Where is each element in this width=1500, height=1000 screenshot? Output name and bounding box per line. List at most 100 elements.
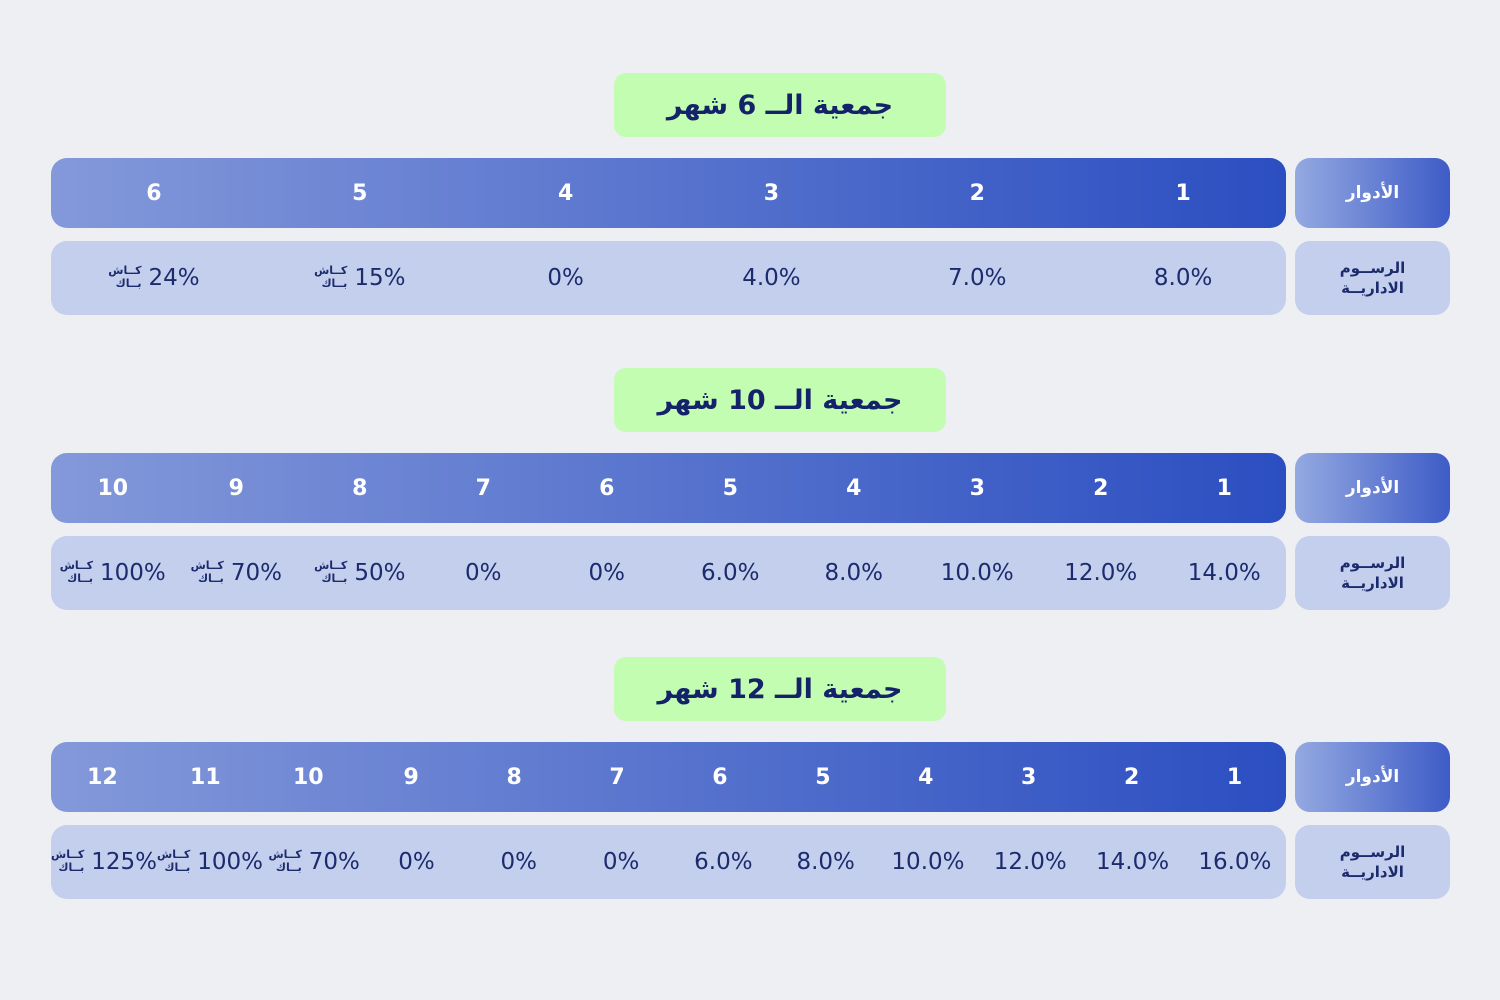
role-number-cell: 7 (609, 764, 625, 790)
role-number-cell: 8 (352, 475, 368, 501)
fee-value-cell: 14.0% (1187, 560, 1261, 586)
role-number-cell: 6 (146, 180, 162, 206)
fees-header-label: الرســوم الاداريــة (1340, 553, 1406, 594)
cashback-percentage: 100% (99, 560, 166, 586)
cashback-label-line2: بــاك (197, 572, 224, 585)
roles-header-label: الأدوار (1345, 767, 1400, 787)
fee-cashback-cell: 100% كــاش بــاك (51, 536, 175, 610)
fee-value-cell: 10.0% (940, 560, 1014, 586)
plan-title-badge: جمعية الــ 6 شهر (614, 73, 946, 137)
roles-row: 1 2 3 4 5 6 7 8 9 10 (51, 453, 1286, 523)
cashback-label-line1: كــاش (157, 848, 191, 862)
cashback-label-line1: كــاش (268, 848, 302, 862)
fee-value-cell: 16.0% (1198, 849, 1272, 875)
role-number-cell: 1 (1175, 180, 1191, 206)
cashback-label-line2: بــاك (58, 861, 85, 874)
fee-value-cell: 0% (465, 560, 502, 586)
role-number-cell: 4 (557, 180, 574, 206)
fees-header-line1: الرســوم (1339, 842, 1406, 861)
fees-row: 8.0% 7.0% 4.0% 0% 15% كــاش بــاك 24% كــاش بــاك (51, 241, 1286, 315)
cashback-label: كــاش بــاك (314, 265, 347, 290)
fee-value-cell: 10.0% (891, 849, 965, 875)
cashback-label-line2: بــاك (275, 861, 302, 874)
cashback-label-line1: كــاش (51, 848, 85, 862)
role-number-cell: 3 (1021, 764, 1037, 790)
cashback-label-line2: بــاك (164, 861, 191, 874)
role-number-cell: 5 (352, 180, 368, 206)
fee-cashback-cell: 125% كــاش بــاك (51, 825, 157, 899)
role-number-cell: 7 (475, 475, 491, 501)
cashback-label: كــاش بــاك (269, 849, 302, 874)
role-number-cell: 9 (403, 764, 419, 790)
role-number-cell: 1 (1216, 475, 1232, 501)
fees-header-box: الرســوم الاداريــة (1295, 241, 1450, 315)
cashback-percentage: 50% (354, 560, 406, 586)
role-number-cell: 3 (969, 475, 985, 501)
fees-row: 14.0% 12.0% 10.0% 8.0% 6.0% 0% 0% 50% كــاش بــاك… (51, 536, 1286, 610)
fee-cashback-cell: 24% كــاش بــاك (51, 241, 257, 315)
fees-header-line1: الرســوم (1339, 258, 1406, 277)
plan-title-badge: جمعية الــ 10 شهر (614, 368, 946, 432)
plan-title-badge: جمعية الــ 12 شهر (614, 657, 946, 721)
role-number-cell: 6 (712, 764, 728, 790)
role-number-cell: 2 (1093, 475, 1109, 501)
fee-value-cell: 12.0% (993, 849, 1067, 875)
fee-value-cell: 6.0% (701, 560, 760, 586)
cashback-percentage: 70% (230, 560, 282, 586)
roles-header-box: الأدوار (1295, 158, 1450, 228)
roles-header-box: الأدوار (1295, 742, 1450, 812)
plan-section-10-month: جمعية الــ 10 شهر 1 2 3 4 5 6 7 8 9 10 الأدوار 14… (0, 368, 1500, 613)
fee-value-cell: 0% (500, 849, 538, 875)
cashback-label: كــاش بــاك (108, 265, 141, 290)
cashback-label-line2: بــاك (321, 277, 348, 290)
cashback-label-line2: بــاك (115, 277, 142, 290)
cashback-label-line2: بــاك (321, 572, 348, 585)
cashback-percentage: 100% (197, 849, 264, 875)
role-number-cell: 9 (228, 475, 244, 501)
roles-header-label: الأدوار (1345, 478, 1400, 498)
role-number-cell: 6 (599, 475, 615, 501)
fees-header-box: الرســوم الاداريــة (1295, 825, 1450, 899)
plan-title: جمعية الــ 10 شهر (657, 384, 903, 416)
fees-header-line2: الاداريــة (1341, 279, 1404, 297)
roles-row: 1 2 3 4 5 6 7 8 9 10 11 12 (51, 742, 1286, 812)
fee-value-cell: 0% (398, 849, 435, 875)
fees-header-line2: الاداريــة (1341, 863, 1404, 881)
fees-header-label: الرســوم الاداريــة (1340, 258, 1406, 299)
role-number-cell: 1 (1226, 764, 1243, 790)
cashback-label-line1: كــاش (314, 559, 348, 573)
fees-row: 16.0% 14.0% 12.0% 10.0% 8.0% 6.0% 0% 0% 0% 70% كــ… (51, 825, 1286, 899)
cashback-label-line1: كــاش (314, 264, 348, 278)
cashback-label-line2: بــاك (67, 572, 93, 585)
cashback-label: كــاش بــاك (191, 560, 224, 585)
plan-title: جمعية الــ 12 شهر (657, 673, 903, 705)
fee-value-cell: 8.0% (796, 849, 855, 875)
fee-value-cell: 8.0% (824, 560, 883, 586)
fee-value-cell: 7.0% (948, 265, 1007, 291)
fee-cashback-cell: 70% كــاش بــاك (175, 536, 299, 610)
role-number-cell: 4 (918, 764, 934, 790)
cashback-percentage: 125% (91, 849, 158, 875)
fee-value-cell: 4.0% (742, 265, 801, 291)
cashback-percentage: 15% (354, 265, 406, 291)
cashback-percentage: 24% (148, 265, 200, 291)
fee-cashback-cell: 100% كــاش بــاك (157, 825, 263, 899)
cashback-label: كــاش بــاك (51, 849, 84, 874)
fee-value-cell: 8.0% (1153, 265, 1213, 291)
fee-value-cell: 0% (602, 849, 640, 875)
fee-value-cell: 14.0% (1096, 849, 1170, 875)
fees-header-label: الرســوم الاداريــة (1340, 842, 1406, 883)
roles-header-box: الأدوار (1295, 453, 1450, 523)
role-number-cell: 10 (292, 764, 324, 790)
cashback-label-line1: كــاش (108, 264, 142, 278)
fees-header-line1: الرســوم (1339, 553, 1406, 572)
role-number-cell: 11 (190, 764, 221, 790)
role-number-cell: 3 (763, 180, 780, 206)
cashback-label: كــاش بــاك (157, 849, 190, 874)
role-number-cell: 2 (1123, 764, 1140, 790)
cashback-label-line1: كــاش (190, 559, 224, 573)
fee-value-cell: 0% (588, 560, 626, 586)
plan-title: جمعية الــ 6 شهر (666, 89, 894, 121)
fees-header-line2: الاداريــة (1341, 574, 1404, 592)
